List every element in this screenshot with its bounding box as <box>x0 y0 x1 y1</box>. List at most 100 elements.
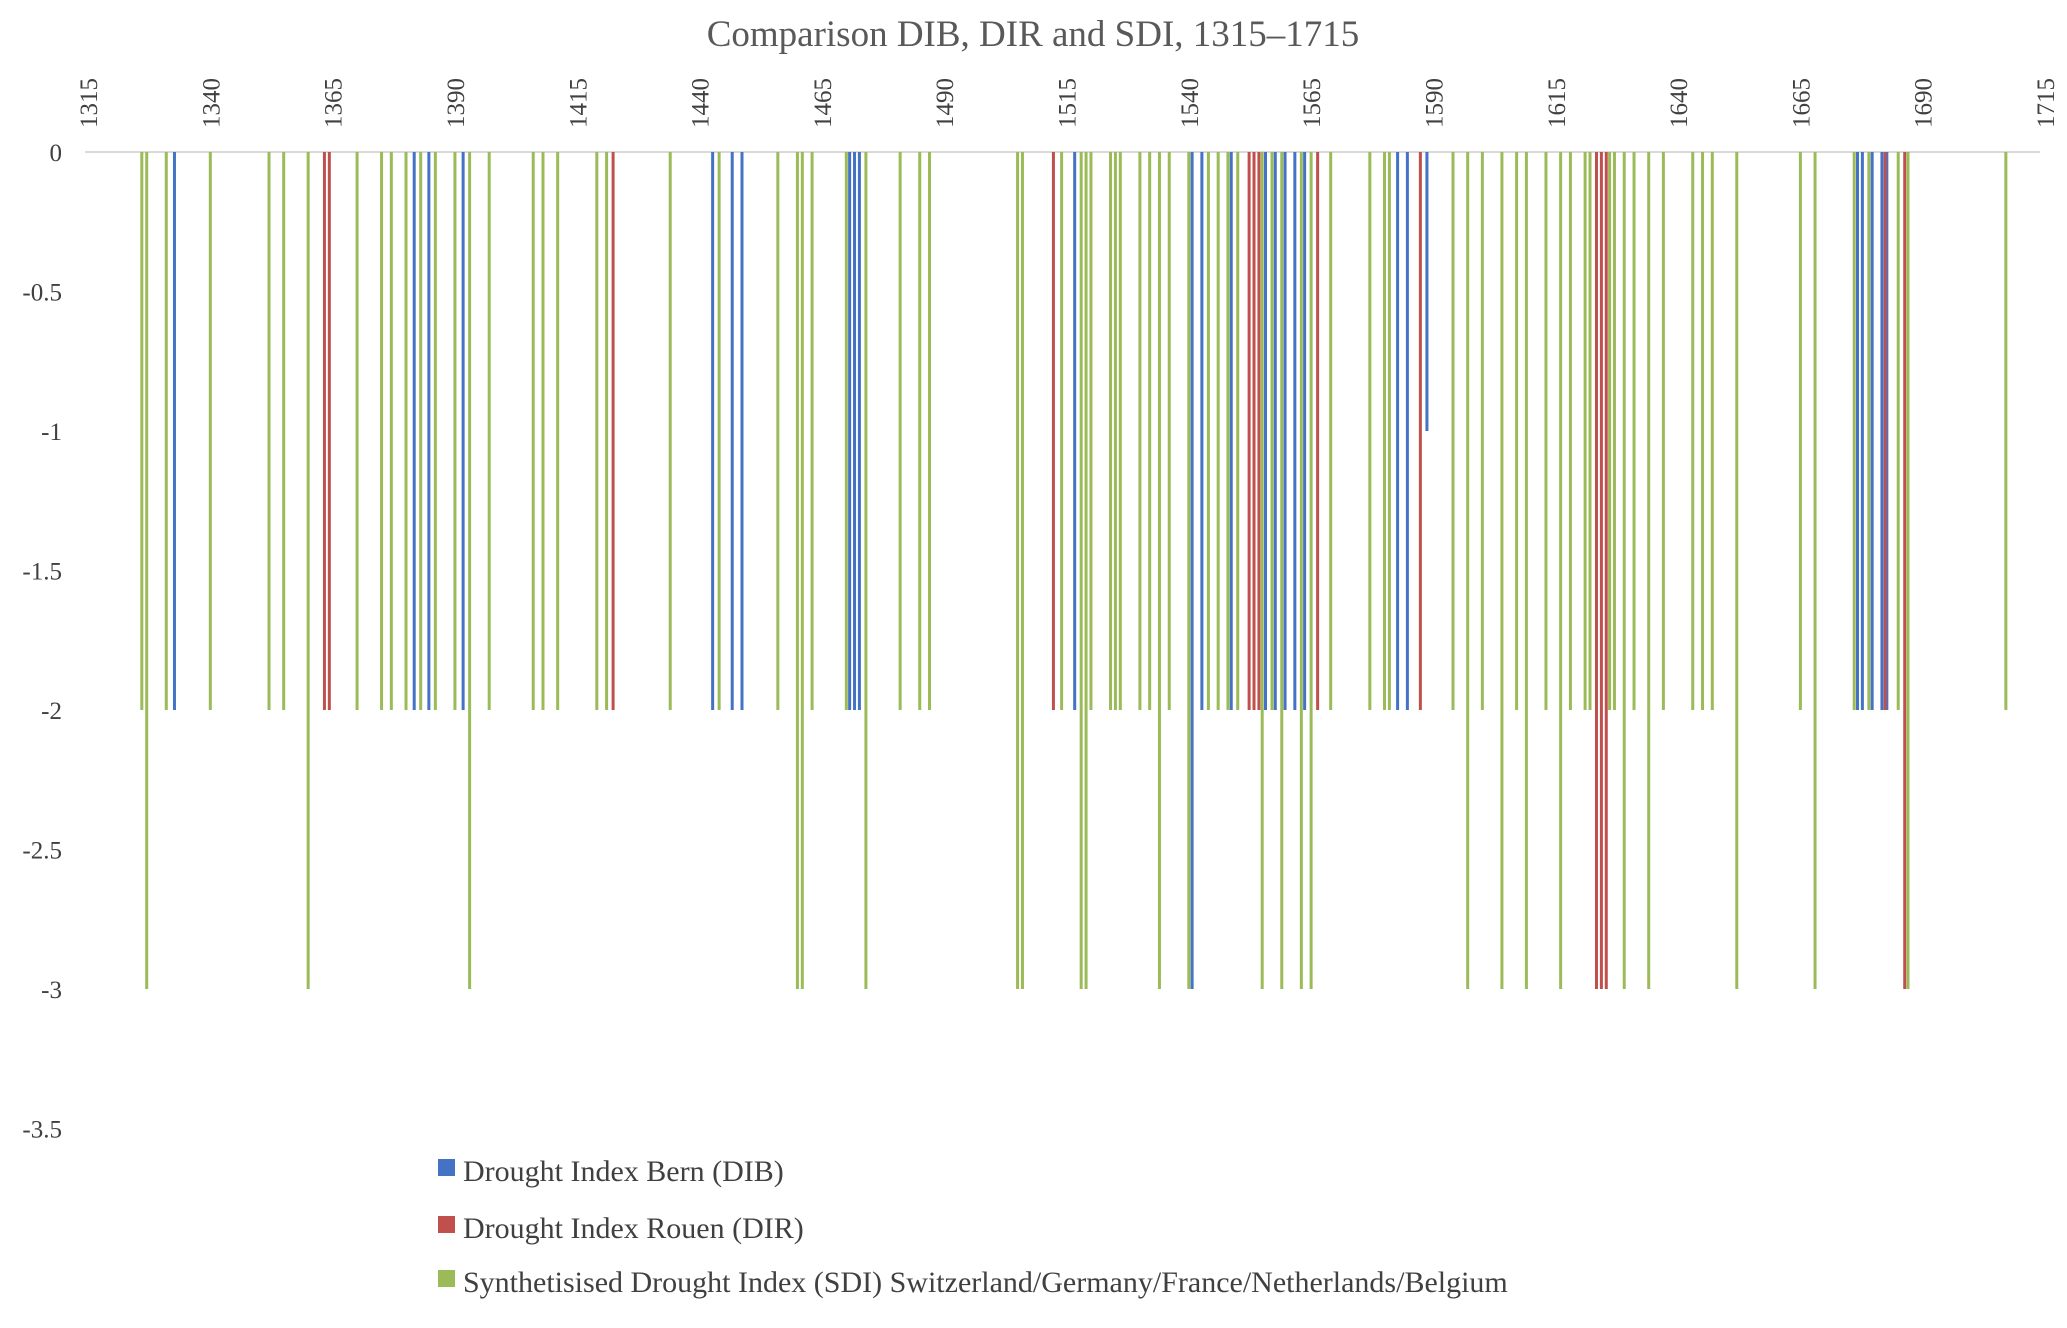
bar-dib <box>1283 152 1287 710</box>
legend-swatch <box>438 1159 455 1176</box>
bar-sdi <box>419 152 423 710</box>
bar-dib <box>1885 152 1889 710</box>
bar-sdi <box>595 152 599 710</box>
bar-sdi <box>1118 152 1122 710</box>
bar-dib <box>853 152 857 710</box>
bar-sdi <box>864 152 868 989</box>
x-tick-label: 1490 <box>932 78 959 128</box>
bar-sdi <box>918 152 922 710</box>
bar-dir <box>1883 152 1887 710</box>
x-tick-label: 1540 <box>1177 78 1204 128</box>
bar-dir <box>1903 152 1907 989</box>
bar-sdi <box>1260 152 1264 989</box>
bar-sdi <box>380 152 384 710</box>
x-tick-label: 1515 <box>1055 78 1082 128</box>
bar-dib <box>1425 152 1429 431</box>
bar-sdi <box>1167 152 1171 710</box>
y-tick-label: -3.5 <box>22 1117 62 1144</box>
bar-sdi <box>1798 152 1802 710</box>
x-tick-label: 1315 <box>76 78 103 128</box>
bar-sdi <box>668 152 672 710</box>
bar-sdi <box>1368 152 1372 710</box>
y-tick-label: -3 <box>41 977 62 1004</box>
x-tick-label: 1340 <box>198 78 225 128</box>
bar-sdi <box>1109 152 1113 710</box>
bar-sdi <box>1157 152 1161 989</box>
legend-label: Synthetisised Drought Index (SDI) Switze… <box>463 1266 1508 1299</box>
bar-dir <box>1247 152 1251 710</box>
bar-sdi <box>1588 152 1592 710</box>
bar-dib <box>1263 152 1267 710</box>
bar-dir <box>1316 152 1320 710</box>
bar-sdi <box>1079 152 1083 989</box>
x-tick-label: 1590 <box>1421 78 1448 128</box>
bar-sdi <box>1524 152 1528 989</box>
bar-sdi <box>800 152 804 989</box>
bar-sdi <box>541 152 545 710</box>
bar-sdi <box>531 152 535 710</box>
bar-sdi <box>1710 152 1714 710</box>
bar-sdi <box>282 152 286 710</box>
bar-sdi <box>355 152 359 710</box>
bar-sdi <box>1383 152 1387 710</box>
y-tick-label: -0.5 <box>22 280 62 307</box>
bar-sdi <box>267 152 271 710</box>
bar-sdi <box>1701 152 1705 710</box>
bar-dib <box>1293 152 1297 710</box>
bar-sdi <box>1813 152 1817 989</box>
bar-dib <box>1396 152 1400 710</box>
bar-dib <box>1229 152 1233 710</box>
bar-dir <box>1594 152 1598 989</box>
x-tick-label: 1565 <box>1299 78 1326 128</box>
bar-sdi <box>1084 152 1088 989</box>
bar-dib <box>1855 152 1859 710</box>
bar-dib <box>1860 152 1864 710</box>
bar-sdi <box>1280 152 1284 989</box>
bar-dib <box>730 152 734 710</box>
x-tick-label: 1440 <box>688 78 715 128</box>
y-axis-tick-labels: 0 -0.5 -1 -1.5 -2 -2.5 -3 -3.5 <box>22 140 62 1144</box>
bar-sdi <box>487 152 491 710</box>
x-tick-label: 1465 <box>810 78 837 128</box>
bar-sdi <box>844 152 848 710</box>
bar-dib <box>1190 152 1194 989</box>
bar-sdi <box>1060 152 1064 710</box>
bar-sdi <box>1608 152 1612 710</box>
bar-dib <box>857 152 861 710</box>
bar-sdi <box>556 152 560 710</box>
bar-sdi <box>1216 152 1220 710</box>
bar-sdi <box>1187 152 1191 989</box>
x-tick-label: 1390 <box>443 78 470 128</box>
bar-dib <box>740 152 744 710</box>
bar-dib <box>1200 152 1204 710</box>
bar-sdi <box>1852 152 1856 710</box>
bar-sdi <box>1896 152 1900 710</box>
bar-sdi <box>1632 152 1636 710</box>
bar-dir <box>1257 152 1261 710</box>
bar-dir <box>327 152 331 710</box>
bar-sdi <box>208 152 212 710</box>
bar-sdi <box>145 152 149 989</box>
bar-sdi <box>468 152 472 989</box>
bar-dib <box>1405 152 1409 710</box>
bar-sdi <box>1647 152 1651 989</box>
x-tick-label: 1690 <box>1911 78 1938 128</box>
bar-sdi <box>1500 152 1504 989</box>
bar-sdi <box>1466 152 1470 989</box>
x-tick-label: 1665 <box>1788 78 1815 128</box>
bar-dir <box>322 152 326 710</box>
bar-sdi <box>164 152 168 710</box>
bar-dib <box>172 152 176 710</box>
bar-dir <box>1252 152 1256 710</box>
bar-dir <box>611 152 615 710</box>
legend-swatch <box>438 1216 455 1233</box>
bar-sdi <box>1020 152 1024 989</box>
bar-sdi <box>404 152 408 710</box>
legend-label: Drought Index Bern (DIB) <box>463 1155 784 1188</box>
bar-sdi <box>389 152 393 710</box>
bar-dib <box>412 152 416 710</box>
x-tick-label: 1365 <box>321 78 348 128</box>
bar-sdi <box>1622 152 1626 989</box>
bar-dib <box>711 152 715 710</box>
